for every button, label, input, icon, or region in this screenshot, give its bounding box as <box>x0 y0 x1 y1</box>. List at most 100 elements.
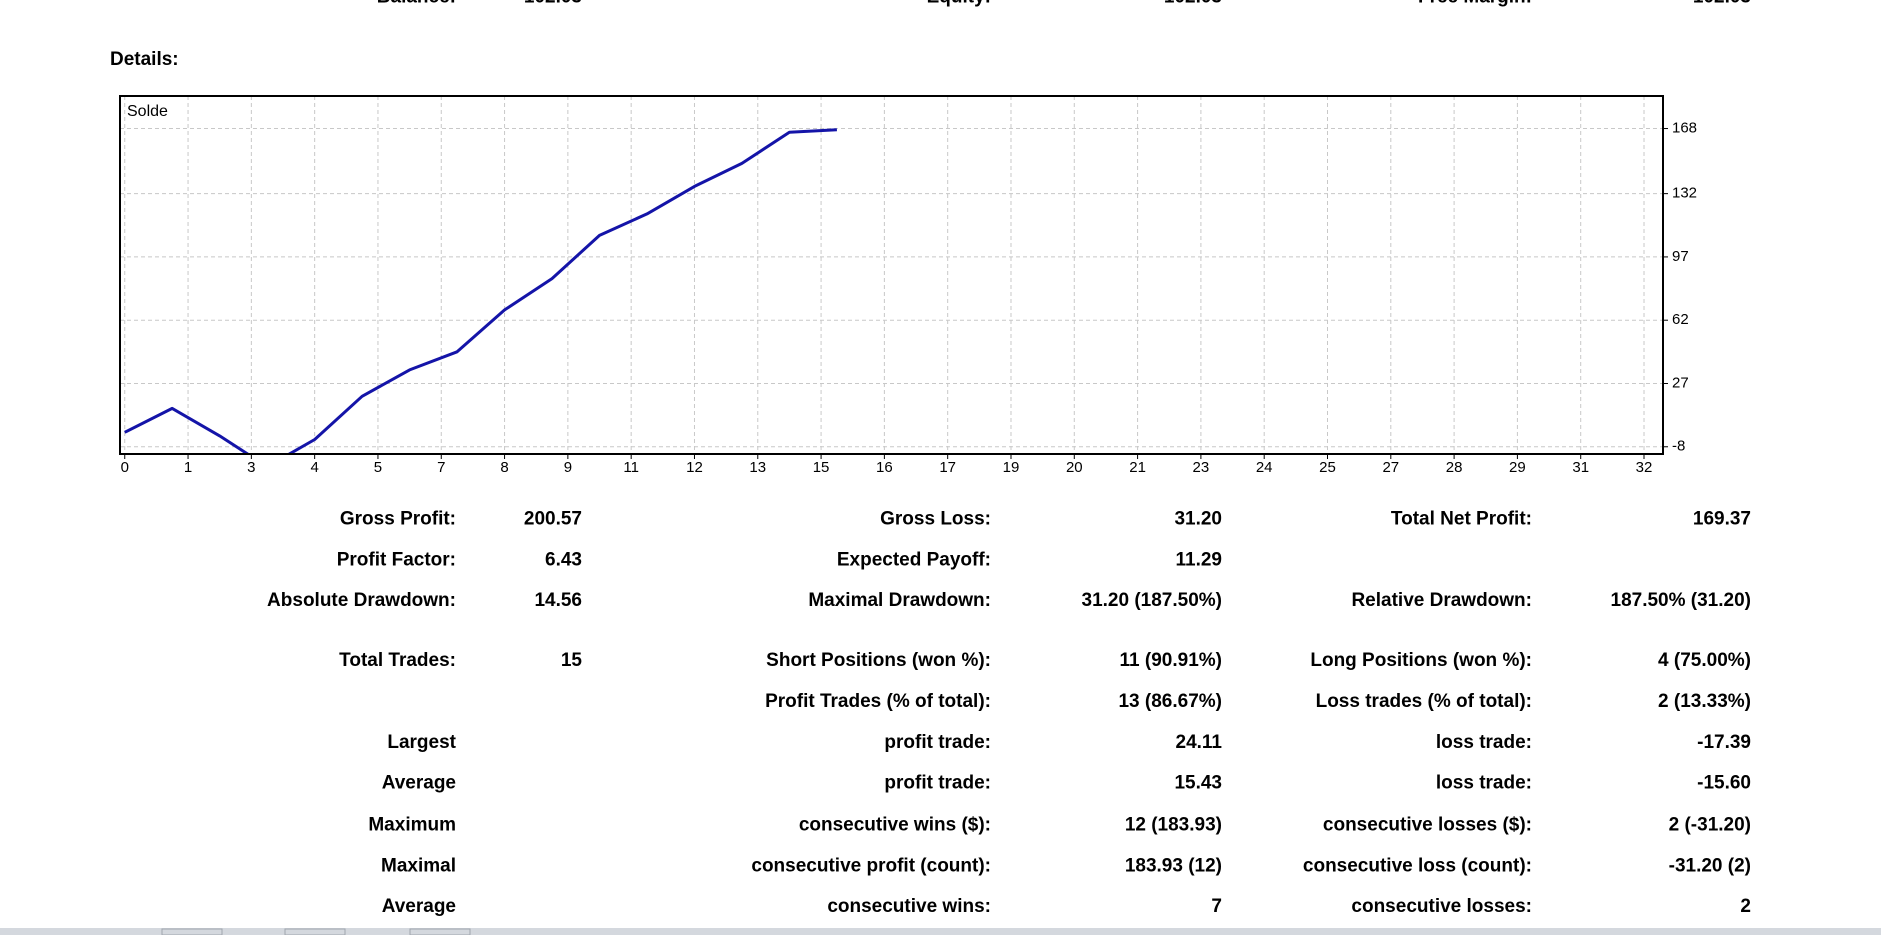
balance-chart: 0 1 3 4 5 7 8 9 11 12 13 15 16 17 19 20 21 23 24 25 27 28 29 31… <box>119 95 1697 476</box>
report-label: Free Margin: <box>1418 0 1532 8</box>
report-label: Average <box>382 773 456 794</box>
x-tick-label: 0 <box>121 459 129 476</box>
y-tick-label: 27 <box>1672 374 1689 391</box>
x-tick-label: 28 <box>1446 459 1463 476</box>
report-value: 187.50% (31.20) <box>1611 590 1752 611</box>
x-tick-label: 25 <box>1319 459 1336 476</box>
report-value: 14.56 <box>534 590 582 611</box>
y-tick-label: -8 <box>1672 438 1685 455</box>
report-value: 2 <box>1740 896 1751 917</box>
x-tick-label: 27 <box>1382 459 1399 476</box>
plot-border <box>119 95 1664 455</box>
report-label: Average <box>382 896 456 917</box>
x-tick-label: 19 <box>1003 459 1020 476</box>
y-tick-label: 62 <box>1672 311 1689 328</box>
x-tick-label: 3 <box>247 459 255 476</box>
x-tick-label: 29 <box>1509 459 1526 476</box>
y-tick-label: 97 <box>1672 248 1689 265</box>
report-label: Total Trades: <box>339 650 456 671</box>
report-value: 183.93 (12) <box>1125 855 1222 876</box>
x-tick-label: 7 <box>437 459 445 476</box>
report-value: 102.03 <box>524 0 582 8</box>
report-value: 15 <box>561 650 583 671</box>
report-label: Gross Profit: <box>340 509 456 530</box>
report-label: Balance: <box>377 0 456 8</box>
report-value: 11 (90.91%) <box>1120 650 1222 671</box>
x-tick-label: 4 <box>310 459 318 476</box>
x-tick-label: 16 <box>876 459 893 476</box>
report-label: Loss trades (% of total): <box>1316 691 1532 712</box>
report-value: 2 (-31.20) <box>1669 815 1751 836</box>
legend-label: Solde <box>127 103 168 120</box>
x-tick-label: 24 <box>1256 459 1273 476</box>
report-label: Gross Loss: <box>880 509 991 530</box>
report-label: Largest <box>387 732 456 753</box>
x-tick-label: 20 <box>1066 459 1083 476</box>
x-tick-label: 23 <box>1193 459 1210 476</box>
x-tick-label: 1 <box>184 459 192 476</box>
x-tick-label: 12 <box>686 459 703 476</box>
taskbar-tab <box>409 928 471 935</box>
report-value: 31.20 (187.50%) <box>1082 590 1223 611</box>
taskbar-tab <box>161 928 223 935</box>
report-value: 11.29 <box>1176 549 1223 570</box>
report-label: Long Positions (won %): <box>1310 650 1532 671</box>
report-label: Profit Factor: <box>337 549 456 570</box>
report-label: Relative Drawdown: <box>1351 590 1532 611</box>
report-label: Profit Trades (% of total): <box>765 691 991 712</box>
x-tick-label: 8 <box>500 459 508 476</box>
report-label: consecutive losses: <box>1351 896 1532 917</box>
report-label: profit trade: <box>884 732 991 753</box>
report-value: 4 (75.00%) <box>1658 650 1751 671</box>
taskbar <box>0 928 1881 935</box>
x-tick-label: 15 <box>813 459 830 476</box>
y-tick-label: 132 <box>1672 185 1697 202</box>
report-value: 200.57 <box>524 509 582 530</box>
report-value: 24.11 <box>1176 732 1223 753</box>
report-label: Maximal Drawdown: <box>808 590 991 611</box>
report-label: consecutive losses ($): <box>1323 815 1532 836</box>
report-label: Maximum <box>368 815 456 836</box>
report-value: -15.60 <box>1697 773 1751 794</box>
x-tick-label: 17 <box>939 459 956 476</box>
report-label: Expected Payoff: <box>837 549 991 570</box>
x-tick-label: 31 <box>1572 459 1589 476</box>
report-label: consecutive wins ($): <box>799 815 991 836</box>
report-value: 2 (13.33%) <box>1658 691 1751 712</box>
report-label: consecutive profit (count): <box>751 855 991 876</box>
report-label: Equity: <box>927 0 991 8</box>
report-value: 31.20 <box>1174 509 1222 530</box>
report-label: consecutive wins: <box>827 896 991 917</box>
x-tick-label: 5 <box>374 459 382 476</box>
report-value: -31.20 (2) <box>1669 855 1751 876</box>
x-tick-label: 13 <box>749 459 766 476</box>
report-value: 102.03 <box>1693 0 1751 8</box>
report-label: profit trade: <box>884 773 991 794</box>
x-tick-label: 11 <box>623 459 639 476</box>
report-value: 7 <box>1211 896 1222 917</box>
x-tick-label: 21 <box>1129 459 1146 476</box>
y-tick-label: 168 <box>1672 120 1697 137</box>
report-value: 169.37 <box>1693 509 1751 530</box>
taskbar-tab <box>284 928 346 935</box>
x-tick-label: 32 <box>1636 459 1653 476</box>
x-tick-label: 9 <box>564 459 572 476</box>
plot-area <box>120 96 1663 454</box>
report-label: Short Positions (won %): <box>766 650 991 671</box>
report-label: consecutive loss (count): <box>1303 855 1532 876</box>
report-label: Total Net Profit: <box>1391 509 1532 530</box>
report-value: 102.03 <box>1164 0 1222 8</box>
report-label: Absolute Drawdown: <box>267 590 456 611</box>
report-label: loss trade: <box>1436 773 1532 794</box>
balance-line <box>124 128 837 453</box>
report-value: 12 (183.93) <box>1125 815 1222 836</box>
report-value: 13 (86.67%) <box>1118 691 1222 712</box>
report-value: -17.39 <box>1697 732 1751 753</box>
details-label: Details: <box>110 49 179 70</box>
report-label: Maximal <box>381 855 456 876</box>
report-value: 6.43 <box>545 549 582 570</box>
report-label: loss trade: <box>1436 732 1532 753</box>
report-value: 15.43 <box>1174 773 1222 794</box>
